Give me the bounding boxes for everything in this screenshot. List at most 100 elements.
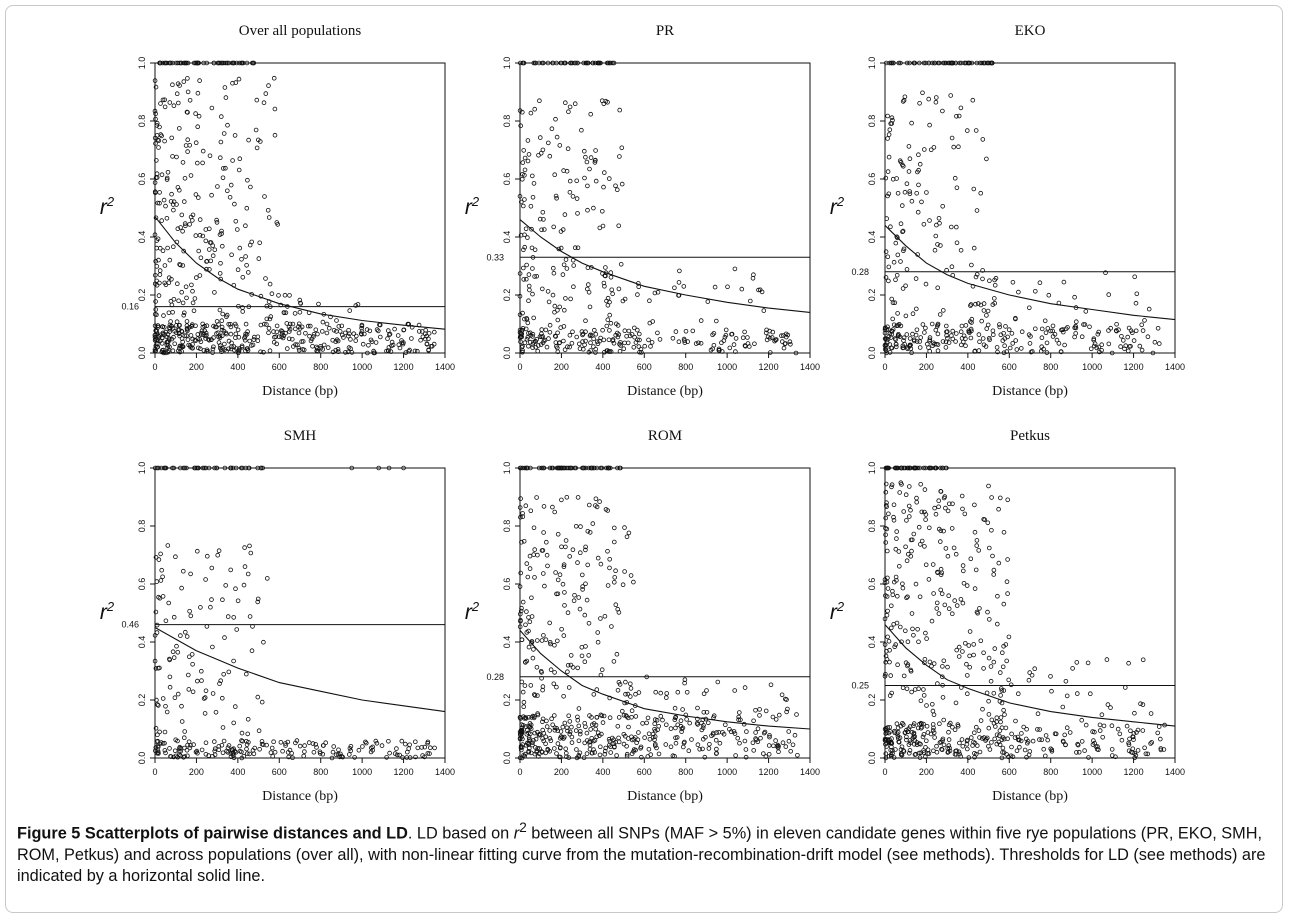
scatter-point bbox=[187, 324, 192, 330]
scatter-point bbox=[183, 629, 188, 635]
scatter-point bbox=[972, 349, 977, 354]
x-tick-label: 400 bbox=[230, 362, 245, 372]
scatter-point bbox=[280, 748, 285, 754]
scatter-point bbox=[521, 148, 526, 153]
scatter-point bbox=[883, 336, 889, 341]
scatter-point bbox=[522, 316, 527, 322]
scatter-point bbox=[584, 751, 590, 756]
scatter-point bbox=[633, 691, 638, 697]
scatter-point bbox=[917, 339, 922, 344]
scatter-point bbox=[539, 60, 545, 66]
scatter-point bbox=[918, 698, 924, 704]
scatter-point bbox=[902, 628, 908, 634]
scatter-point bbox=[906, 169, 912, 174]
x-tick-label: 800 bbox=[678, 362, 693, 372]
scatter-point bbox=[889, 329, 895, 334]
scatter-point bbox=[1037, 280, 1043, 286]
scatter-point bbox=[1048, 674, 1053, 679]
scatter-point bbox=[181, 568, 186, 574]
scatter-point bbox=[591, 721, 597, 726]
scatter-point bbox=[207, 247, 212, 252]
scatter-point bbox=[199, 668, 204, 674]
scatter-point bbox=[422, 744, 428, 750]
scatter-point bbox=[202, 465, 207, 471]
scatter-point bbox=[158, 101, 163, 106]
scatter-point bbox=[650, 734, 656, 740]
scatter-point bbox=[950, 501, 955, 507]
y-tick-label: 1.0 bbox=[867, 462, 877, 475]
scatter-point bbox=[316, 301, 321, 307]
x-tick-label: 200 bbox=[189, 767, 204, 777]
scatter-point bbox=[279, 329, 285, 334]
scatter-point bbox=[218, 260, 223, 266]
scatter-point bbox=[974, 543, 979, 548]
scatter-point bbox=[178, 633, 183, 638]
scatter-point bbox=[601, 170, 607, 175]
scatter-point bbox=[228, 324, 234, 330]
scatter-point bbox=[161, 197, 167, 203]
scatter-point bbox=[163, 703, 168, 709]
scatter-point bbox=[606, 465, 611, 471]
scatter-point bbox=[243, 254, 248, 259]
scatter-point bbox=[197, 217, 203, 222]
scatter-point bbox=[946, 593, 951, 598]
scatter-point bbox=[522, 197, 527, 202]
scatter-point bbox=[239, 60, 245, 66]
scatter-point bbox=[1138, 701, 1143, 706]
x-tick-label: 1200 bbox=[1124, 362, 1144, 372]
scatter-point bbox=[193, 111, 198, 116]
scatter-point bbox=[953, 748, 958, 754]
scatter-point bbox=[219, 324, 225, 330]
scatter-point bbox=[652, 721, 657, 726]
scatter-point bbox=[971, 186, 977, 192]
scatter-point bbox=[1043, 753, 1048, 759]
scatter-point bbox=[1003, 324, 1008, 329]
scatter-point bbox=[190, 288, 195, 294]
scatter-point bbox=[938, 572, 944, 578]
scatter-point bbox=[974, 272, 980, 277]
scatter-point bbox=[980, 276, 985, 282]
scatter-point bbox=[964, 673, 970, 678]
scatter-point bbox=[584, 286, 590, 292]
scatter-point bbox=[169, 191, 174, 197]
scatter-point bbox=[1106, 292, 1111, 297]
scatter-point bbox=[237, 156, 243, 162]
scatter-point bbox=[534, 273, 539, 279]
scatter-point bbox=[562, 212, 568, 217]
scatter-point bbox=[573, 465, 579, 471]
scatter-point bbox=[180, 229, 185, 234]
scatter-point bbox=[927, 218, 932, 223]
scatter-point bbox=[583, 154, 588, 160]
scatter-point bbox=[770, 714, 776, 720]
scatter-point bbox=[964, 661, 969, 667]
scatter-point bbox=[728, 729, 734, 734]
scatter-point bbox=[710, 332, 715, 338]
scatter-point bbox=[166, 280, 172, 286]
scatter-point bbox=[561, 736, 566, 741]
scatter-point bbox=[607, 312, 612, 318]
scatter-point bbox=[262, 194, 267, 199]
scatter-point bbox=[1119, 737, 1125, 743]
scatter-point bbox=[986, 483, 991, 489]
scatter-point bbox=[1044, 350, 1050, 355]
scatter-point bbox=[1056, 341, 1062, 346]
scatter-point bbox=[220, 346, 225, 351]
scatter-point bbox=[233, 219, 239, 224]
scatter-point bbox=[236, 350, 241, 356]
scatter-point bbox=[162, 748, 168, 753]
scatter-point bbox=[532, 274, 537, 279]
scatter-point bbox=[883, 726, 889, 731]
scatter-point bbox=[255, 334, 261, 340]
scatter-point bbox=[1113, 754, 1118, 760]
scatter-point bbox=[229, 344, 234, 350]
y-tick-label: 0.0 bbox=[137, 752, 147, 765]
y-tick-label: 1.0 bbox=[502, 462, 512, 475]
scatter-point bbox=[1150, 350, 1156, 356]
scatter-point bbox=[636, 331, 642, 337]
scatter-point bbox=[986, 655, 992, 661]
scatter-point bbox=[278, 739, 284, 745]
scatter-point bbox=[560, 581, 566, 587]
scatter-point bbox=[788, 748, 793, 754]
scatter-point bbox=[585, 562, 590, 568]
scatter-point bbox=[340, 754, 346, 760]
